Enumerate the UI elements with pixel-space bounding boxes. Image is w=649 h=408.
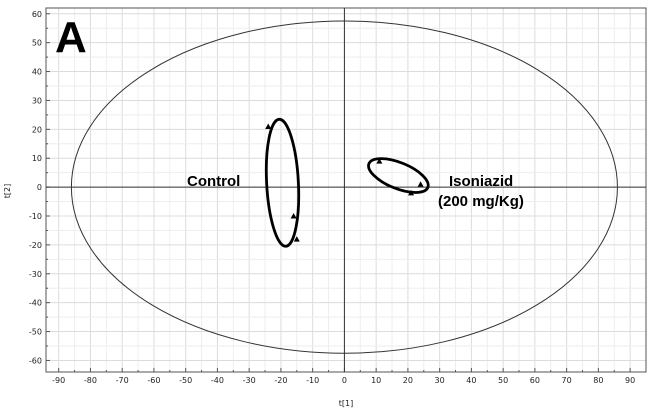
x-tick-labels: -90 -80 -70 -60 -50 -40 -30 -20 -10 0 10 20 30 40 50 60… <box>52 376 635 385</box>
x-tick-label: 70 <box>562 376 572 385</box>
group-labels: Control Isoniazid (200 mg/Kg) <box>187 173 524 210</box>
x-tick-label: 60 <box>530 376 540 385</box>
minor-ticks <box>46 13 647 372</box>
panel-label: A <box>55 13 87 62</box>
y-tick-label: -10 <box>29 212 42 221</box>
x-tick-label: -50 <box>179 376 192 385</box>
y-tick-label: -20 <box>29 241 42 250</box>
data-point-isoniazid <box>376 158 383 164</box>
x-tick-label: 40 <box>466 376 476 385</box>
x-tick-label: 20 <box>403 376 413 385</box>
x-tick-label: -60 <box>147 376 160 385</box>
x-tick-label: -90 <box>52 376 65 385</box>
x-tick-label: -70 <box>116 376 129 385</box>
x-tick-label: 80 <box>593 376 603 385</box>
x-tick-label: 30 <box>435 376 445 385</box>
x-tick-label: -40 <box>211 376 224 385</box>
data-point-control <box>293 236 300 242</box>
x-tick-label: 0 <box>342 376 347 385</box>
plot-frame <box>45 7 647 373</box>
y-tick-label: -40 <box>29 299 42 308</box>
y-tick-label: -60 <box>29 356 42 365</box>
y-tick-label: -50 <box>29 328 42 337</box>
confidence-ellipse <box>70 20 618 354</box>
y-tick-labels: -60 -50 -40 -30 -20 -10 0 10 20 30 40 50 60 <box>29 10 42 366</box>
x-tick-label: -30 <box>243 376 256 385</box>
y-tick-label: 40 <box>32 68 42 77</box>
x-tick-label: -80 <box>84 376 97 385</box>
y-tick-label: 30 <box>32 96 42 105</box>
y-tick-label: 50 <box>32 39 42 48</box>
x-tick-label: 10 <box>371 376 381 385</box>
y-axis-title: t[2] <box>3 184 12 198</box>
group-label-isoniazid-dose: (200 mg/Kg) <box>438 193 524 210</box>
x-axis-title: t[1] <box>339 399 353 408</box>
group-label-control: Control <box>187 173 240 190</box>
data-point-isoniazid <box>408 189 415 196</box>
group-ellipse-isoniazid <box>367 157 430 194</box>
ellipses <box>70 20 618 354</box>
group-label-isoniazid: Isoniazid <box>449 173 513 190</box>
data-points <box>265 123 424 242</box>
x-tick-label: -10 <box>306 376 319 385</box>
data-point-control <box>265 123 272 129</box>
y-tick-label: 60 <box>32 10 42 19</box>
group-ellipse-control <box>264 117 301 248</box>
y-tick-label: 20 <box>32 125 42 134</box>
x-tick-label: 50 <box>498 376 508 385</box>
data-point-isoniazid <box>417 181 424 187</box>
data-point-control <box>290 213 297 219</box>
x-tick-label: 90 <box>625 376 635 385</box>
x-tick-label: -20 <box>274 376 287 385</box>
y-tick-label: 10 <box>32 154 42 163</box>
zero-axes <box>46 8 646 372</box>
y-tick-label: -30 <box>29 270 42 279</box>
y-tick-label: 0 <box>37 183 42 192</box>
